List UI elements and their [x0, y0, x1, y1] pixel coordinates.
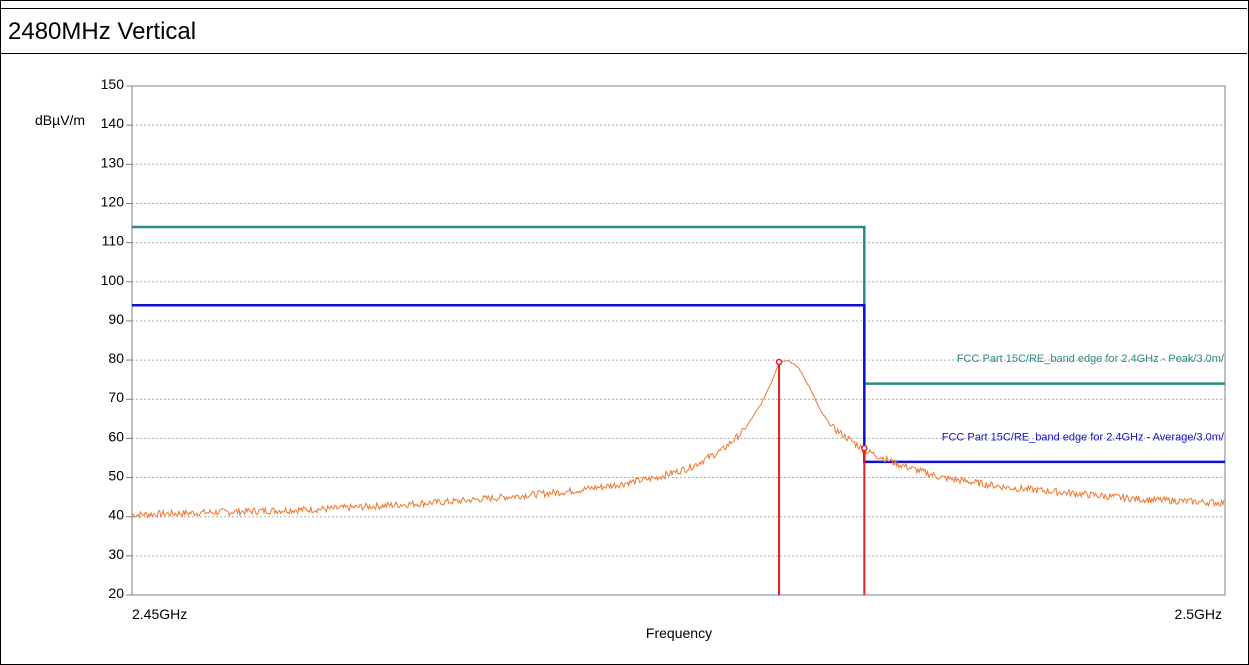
y-tick-label: 20 — [108, 585, 124, 601]
x-tick-label: 2.5GHz — [1175, 606, 1222, 622]
y-tick-label: 30 — [108, 546, 124, 562]
y-tick-label: 80 — [108, 350, 124, 366]
y-tick-label: 120 — [101, 193, 125, 209]
y-tick-label: 40 — [108, 507, 124, 523]
y-tick-label: 50 — [108, 468, 124, 484]
annotations: FCC Part 15C/RE_band edge for 2.4GHz - P… — [942, 353, 1225, 443]
y-tick-label: 70 — [108, 389, 124, 405]
plot-border — [131, 85, 1226, 596]
grid — [132, 124, 1225, 557]
y-axis-label: dBµV/m — [35, 112, 85, 128]
marker-point — [775, 358, 783, 366]
x-axis-label: Frequency — [646, 625, 712, 641]
y-tick-label: 110 — [102, 233, 125, 249]
title-bar: 2480MHz Vertical — [0, 8, 1247, 54]
y-tick-label: 100 — [101, 272, 125, 288]
y-tick-label: 90 — [108, 311, 124, 327]
x-tick-label: 2.45GHz — [132, 606, 187, 622]
x-axis-ticks: 2.45GHz 2.5GHz — [132, 606, 1222, 622]
y-tick-label: 150 — [101, 76, 125, 92]
markers — [775, 358, 868, 595]
y-axis-ticks: 20 30 40 50 60 70 80 90 100 110 120 130 140 150 — [101, 76, 132, 601]
average-limit-label: FCC Part 15C/RE_band edge for 2.4GHz - A… — [942, 431, 1225, 443]
y-tick-label: 60 — [108, 428, 124, 444]
series-average-limit — [132, 304, 1225, 464]
peak-limit-label: FCC Part 15C/RE_band edge for 2.4GHz - P… — [957, 353, 1225, 365]
y-tick-label: 130 — [101, 154, 125, 170]
chart-title: 2480MHz Vertical — [8, 18, 197, 45]
y-tick-label: 140 — [101, 115, 125, 131]
series-measurement-trace — [131, 359, 1225, 520]
marker-point — [861, 444, 868, 452]
series — [131, 225, 1225, 520]
